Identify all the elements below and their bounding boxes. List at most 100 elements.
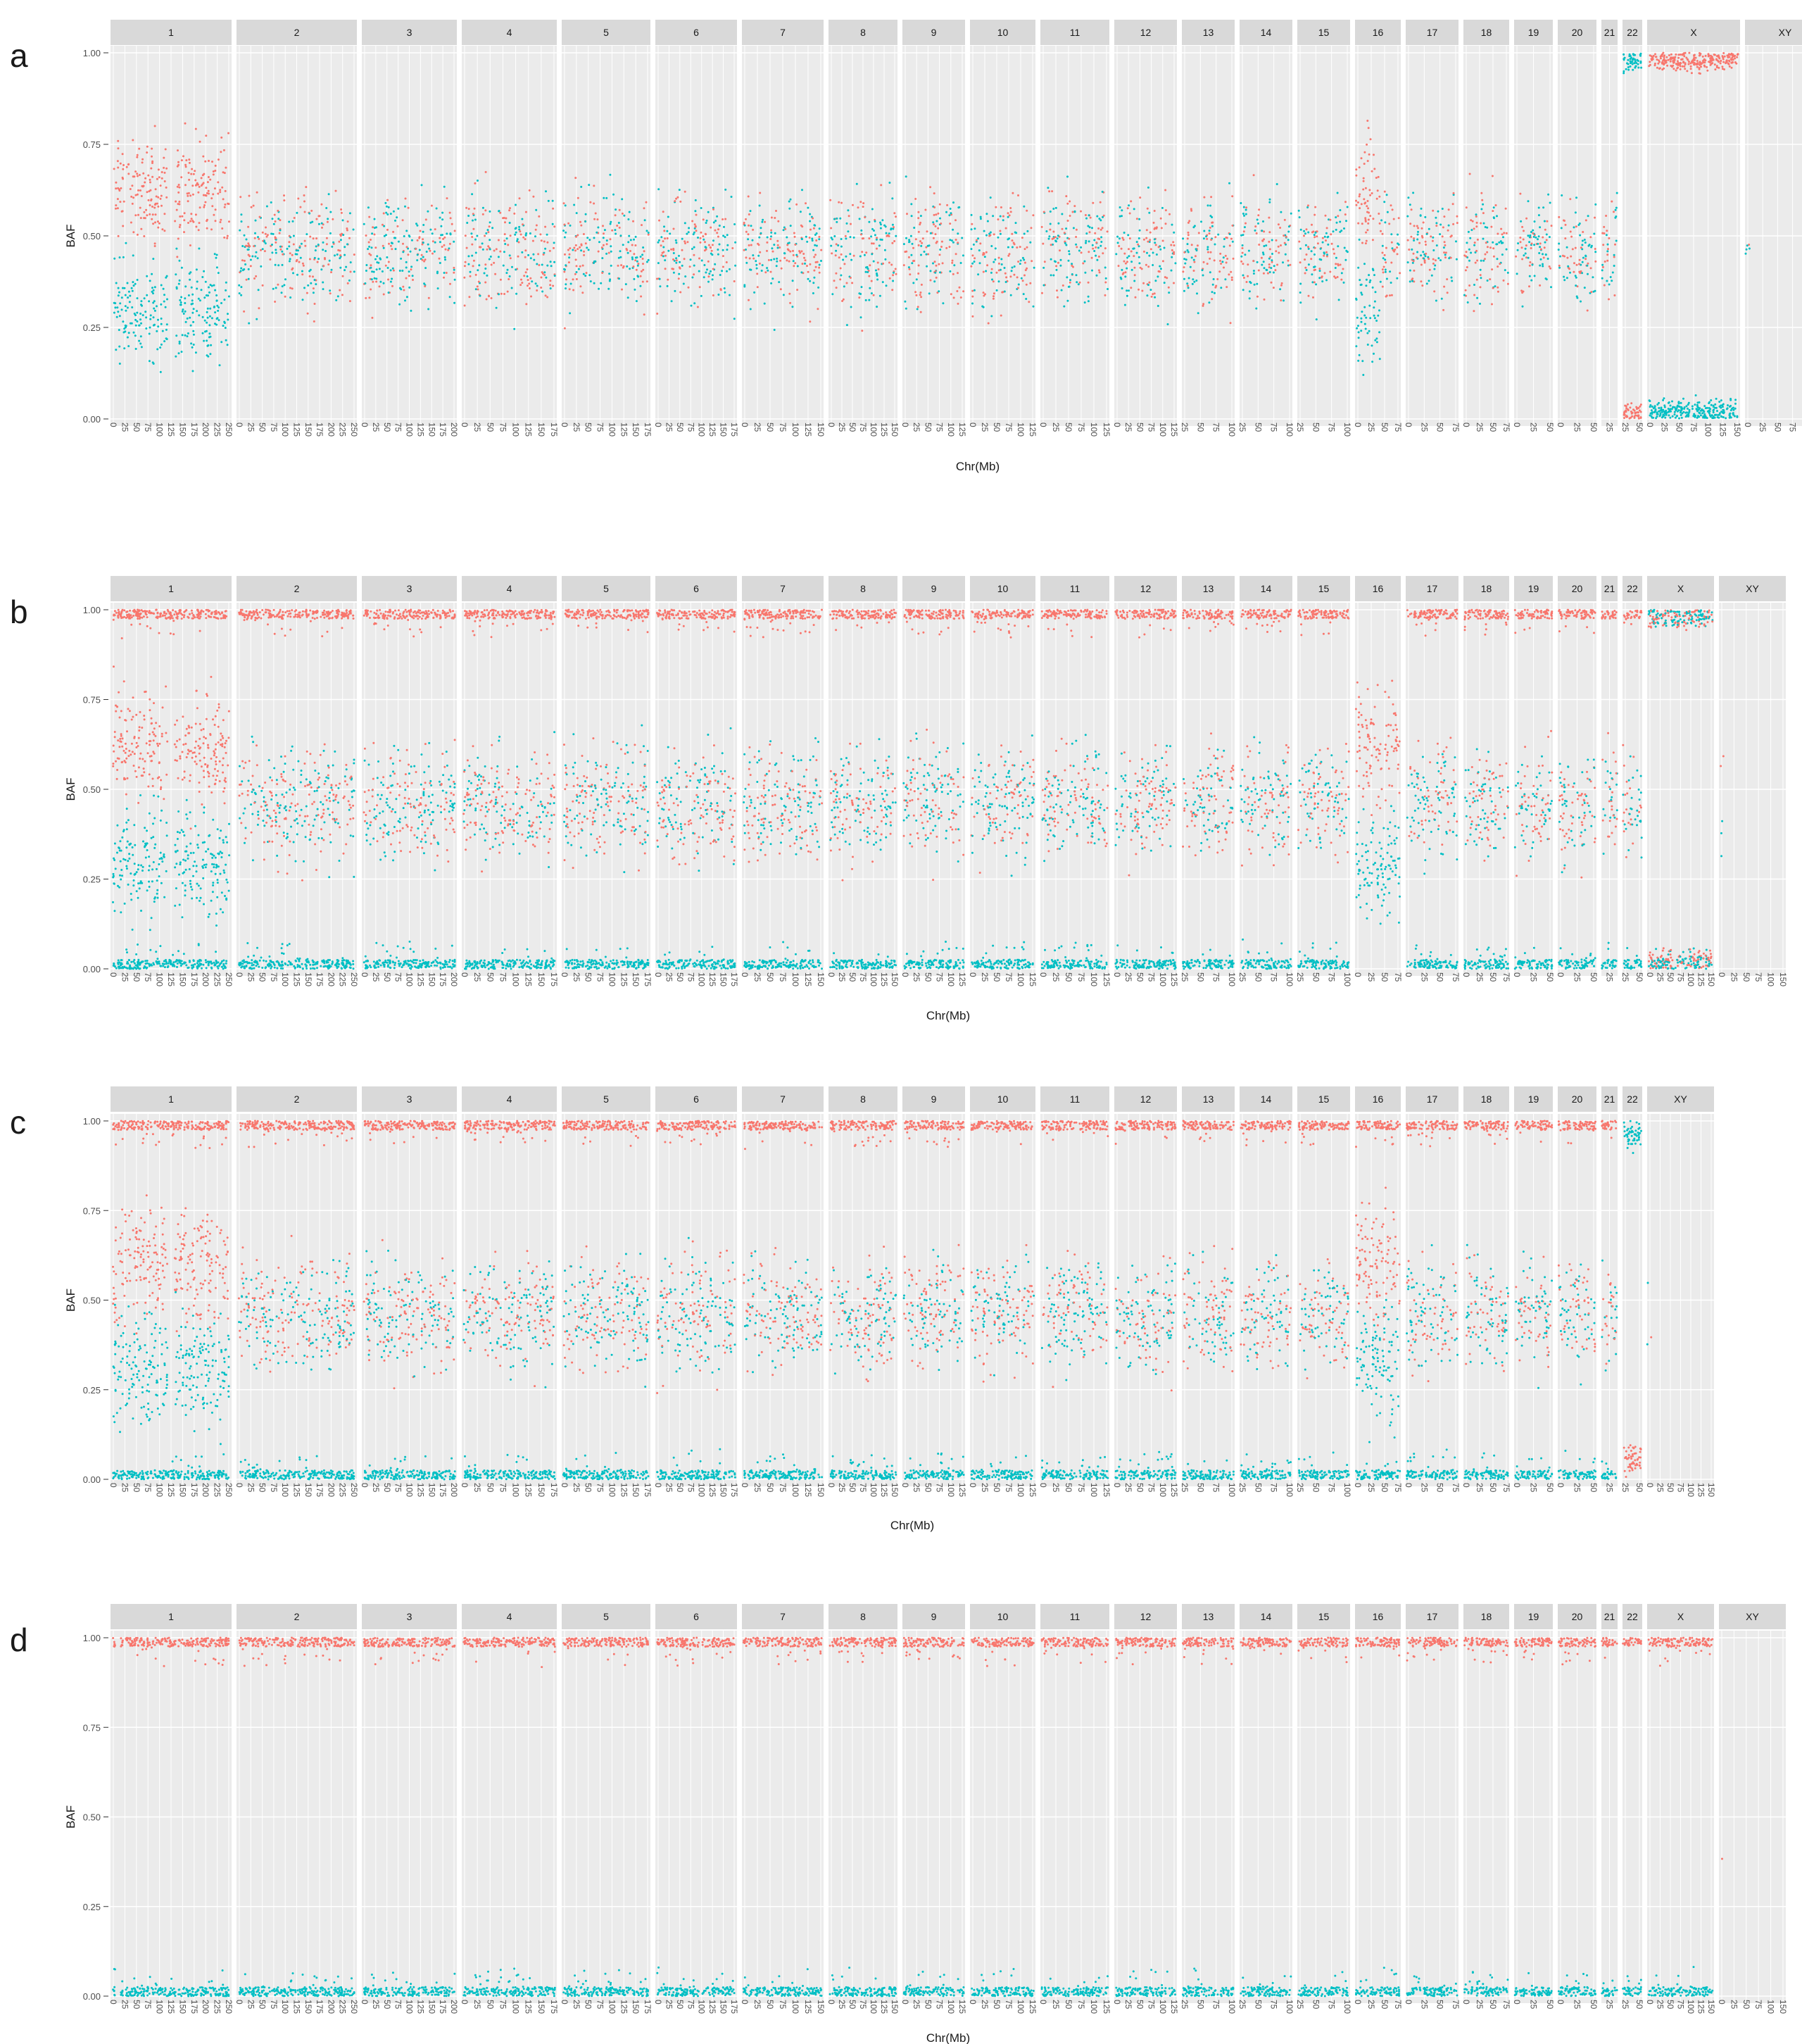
baf-point [1698,54,1701,57]
baf-point [1627,409,1630,411]
baf-point [1635,62,1638,64]
baf-point [175,355,177,358]
x-tick-label: 50 [1634,422,1644,432]
baf-point [670,248,673,251]
baf-point [503,251,505,253]
baf-points [656,188,737,320]
baf-point [979,242,982,245]
baf-point [1340,272,1343,275]
baf-point [920,244,923,247]
baf-point [937,227,940,230]
baf-point [1242,213,1245,215]
baf-point [748,224,750,227]
baf-point [1539,258,1542,261]
baf-point [954,253,957,256]
baf-point [1491,303,1493,306]
baf-point [158,725,161,727]
baf-point [1537,214,1540,217]
baf-point [1088,240,1090,243]
baf-point [1677,56,1680,59]
baf-point [722,234,725,237]
baf-point [1406,215,1409,218]
baf-point [1342,281,1345,284]
baf-point [988,232,991,235]
baf-point [316,261,319,263]
baf-point [584,213,587,215]
baf-point [1390,282,1392,284]
baf-point [1270,267,1273,270]
baf-point [317,244,320,246]
baf-point [332,241,335,244]
baf-point [114,302,117,305]
baf-point [250,206,253,208]
x-tick-label: 250 [224,972,234,986]
baf-point [597,250,600,253]
baf-point [950,239,953,242]
x-tick-label: 0 [653,422,663,427]
baf-point [128,749,131,752]
y-tick-label: 0.75 [83,139,101,150]
x-tick-label: 125 [1102,422,1111,437]
baf-point [1104,294,1107,296]
baf-point [985,270,988,272]
baf-point [908,240,911,243]
baf-point [175,208,178,211]
baf-point [146,145,149,148]
baf-point [119,302,122,305]
baf-point [1652,407,1655,410]
baf-point [1407,196,1410,199]
baf-point [643,250,645,253]
x-tick-label: 50 [765,422,775,432]
baf-point [830,227,833,230]
baf-point [1206,263,1209,265]
baf-point [1491,175,1494,177]
baf-point [408,275,410,277]
baf-point [1324,214,1327,217]
baf-point [766,236,769,239]
baf-point [717,253,719,256]
baf-point [1316,235,1318,238]
baf-point [1563,279,1566,282]
baf-point [1040,225,1043,228]
baf-point [247,225,250,228]
baf-point [1337,299,1340,301]
baf-point [989,231,992,234]
baf-point [1346,251,1349,253]
baf-point [371,232,374,235]
baf-point [806,240,809,243]
baf-point [581,291,584,294]
baf-point [370,264,372,267]
baf-point [428,247,431,250]
baf-point [136,279,139,281]
baf-point [845,282,848,284]
baf-point [845,222,848,225]
baf-point [270,232,273,235]
baf-point [158,761,160,764]
baf-point [1446,291,1449,294]
baf-point [979,218,982,220]
baf-point [113,736,116,739]
baf-point [1314,206,1317,208]
baf-point [124,742,127,745]
baf-point [933,223,935,226]
x-tick-label: 175 [438,422,448,437]
baf-point [349,270,352,273]
baf-point [1219,252,1222,255]
baf-point [1421,236,1424,239]
baf-point [707,260,710,263]
baf-point [256,257,259,260]
baf-point [759,251,762,253]
baf-point [809,213,812,215]
baf-point [127,290,130,293]
baf-point [705,271,707,274]
baf-point [1631,63,1634,65]
baf-point [264,242,267,245]
baf-point [138,339,141,342]
baf-point [1384,270,1387,273]
baf-point [1656,415,1658,418]
baf-point [789,225,792,227]
baf-point [564,204,567,207]
baf-point [864,299,867,301]
baf-point [241,259,244,262]
baf-point [1444,244,1447,246]
